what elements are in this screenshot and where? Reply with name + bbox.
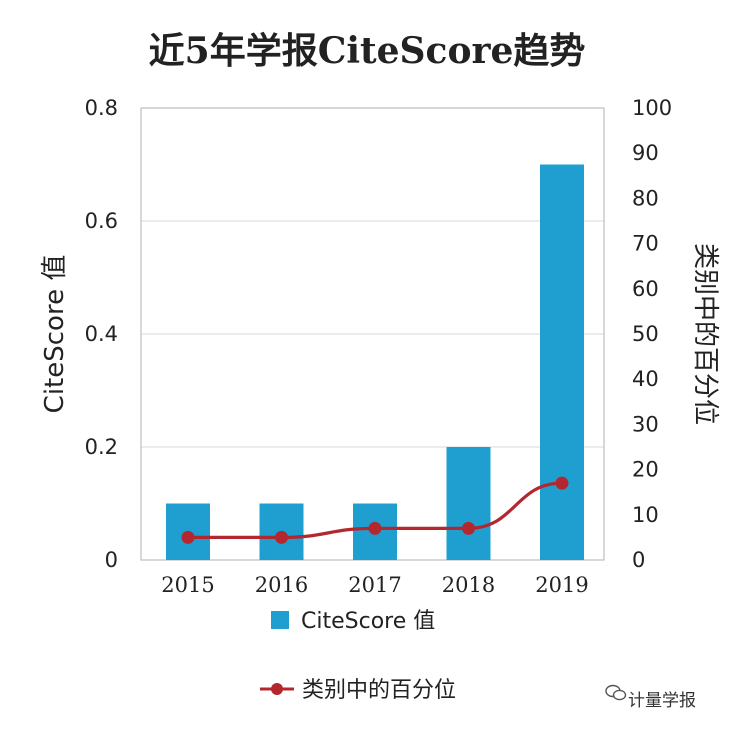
line-series	[181, 476, 569, 544]
y2-tick-label: 100	[632, 96, 672, 120]
y2-tick-label: 70	[632, 232, 659, 256]
x-tick-label: 2019	[535, 573, 588, 597]
legend-swatch-percentile-marker	[271, 683, 283, 695]
y2-tick-label: 90	[632, 141, 659, 165]
wechat-icon	[605, 684, 627, 701]
gridlines	[141, 107, 604, 561]
legend: CiteScore 值 类别中的百分位	[260, 609, 456, 703]
y-axis-label: CiteScore 值	[40, 255, 70, 414]
bar-2019	[540, 164, 584, 560]
y2-tick-label: 60	[632, 277, 659, 301]
chart-title: 近5年学报CiteScore趋势	[148, 30, 586, 72]
left-axis-ticks: 0 0.2 0.4 0.6 0.8	[85, 96, 118, 572]
y2-tick-label: 80	[632, 186, 659, 210]
legend-label-percentile: 类别中的百分位	[302, 678, 456, 703]
x-tick-label: 2017	[348, 573, 401, 597]
y2-tick-label: 30	[632, 412, 659, 436]
y-tick-label: 0.2	[85, 435, 118, 459]
y2-tick-label: 20	[632, 458, 659, 482]
bar-2018	[446, 447, 491, 560]
percentile-point-2015	[181, 530, 195, 544]
y-tick-label: 0.6	[85, 209, 118, 233]
watermark-text: 计量学报	[628, 691, 696, 711]
percentile-point-2018	[462, 521, 475, 535]
percentile-point-2017	[368, 521, 382, 535]
y-tick-label: 0.8	[85, 96, 118, 120]
legend-swatch-citescore	[271, 611, 289, 629]
y2-tick-label: 50	[632, 322, 659, 346]
y2-tick-label: 0	[632, 548, 645, 572]
legend-label-citescore: CiteScore 值	[301, 609, 435, 634]
percentile-point-2019	[555, 476, 569, 490]
percentile-point-2016	[275, 530, 288, 544]
x-tick-label: 2016	[255, 573, 308, 597]
x-tick-label: 2018	[442, 573, 495, 597]
y-tick-label: 0.4	[85, 322, 118, 346]
x-tick-label: 2015	[161, 573, 214, 597]
right-axis-ticks: 0 10 20 30 40 50 60 70 80 90 100	[632, 96, 672, 572]
y2-tick-label: 40	[632, 367, 659, 391]
y-tick-label: 0	[105, 548, 118, 572]
x-axis-ticks: 2015 2016 2017 2018 2019	[161, 573, 588, 597]
y2-tick-label: 10	[632, 503, 659, 527]
y2-axis-label: 类别中的百分位	[690, 243, 720, 425]
